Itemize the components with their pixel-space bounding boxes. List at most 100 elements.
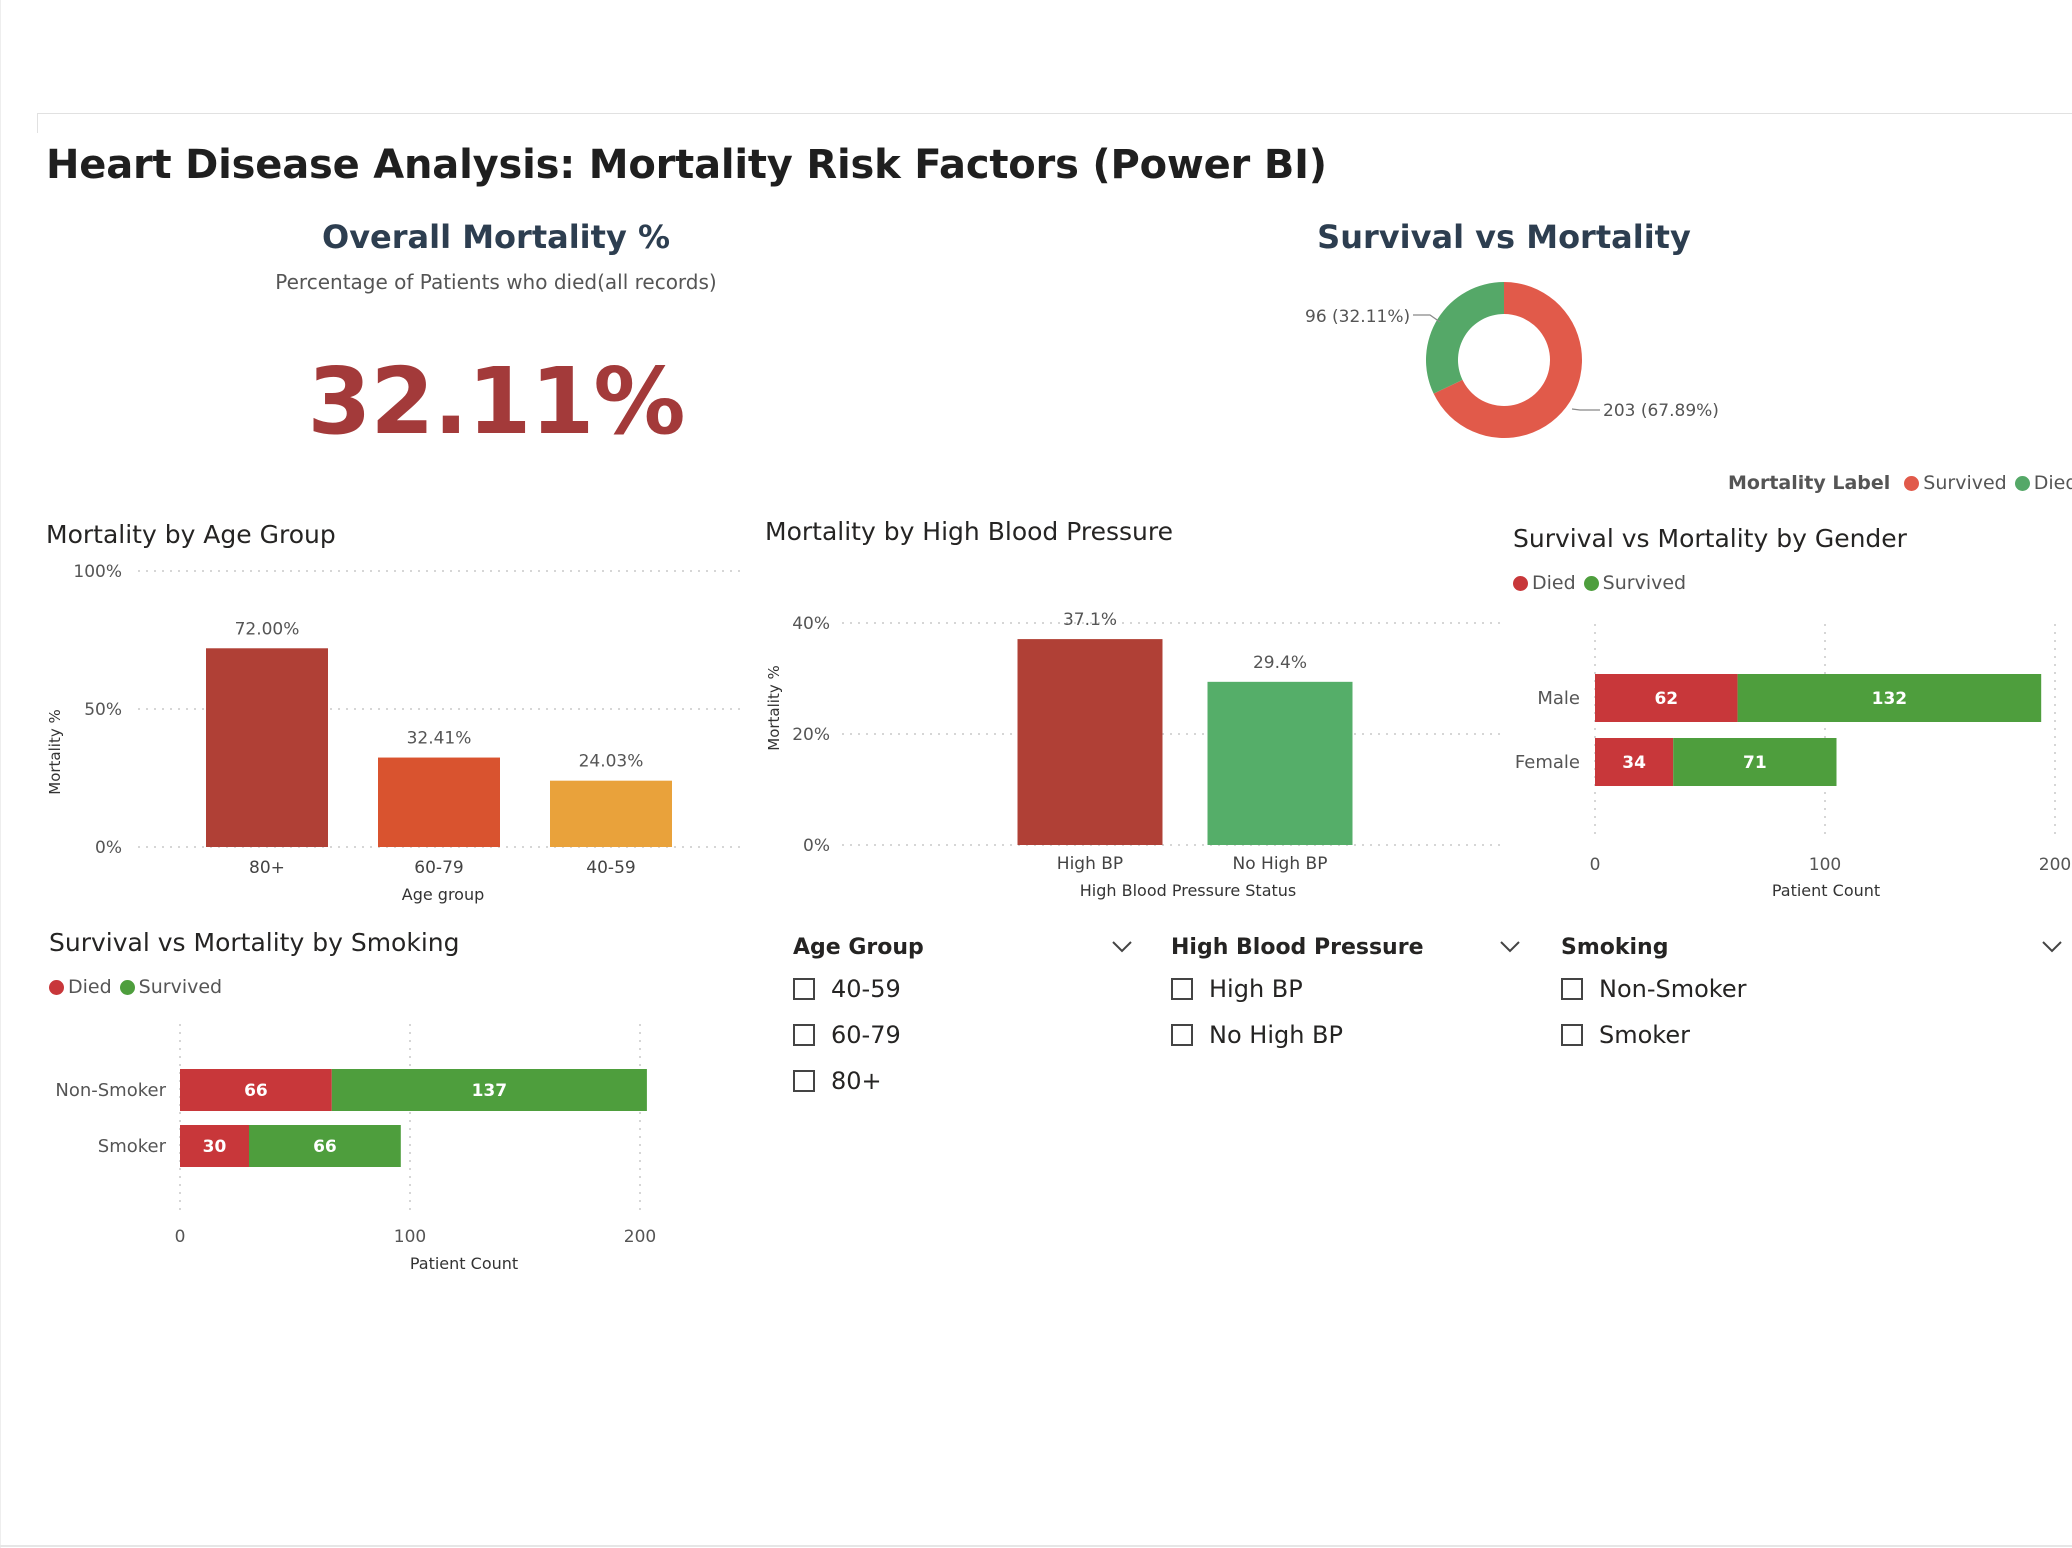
donut-leader-line-died — [1413, 314, 1441, 323]
x-tick-label: High BP — [1057, 854, 1123, 874]
y-category-label: Female — [1515, 752, 1580, 773]
bar-segment[interactable] — [180, 1069, 332, 1111]
bar-segment[interactable] — [1595, 674, 1738, 722]
slicer-option-label: High BP — [1209, 975, 1303, 1003]
bar-segment[interactable] — [331, 1069, 647, 1111]
bar-data-label: 71 — [1743, 753, 1767, 773]
y-category-label: Non-Smoker — [55, 1080, 166, 1101]
slicer-option[interactable]: 60-79 — [793, 1012, 1133, 1058]
donut-label-died: 96 (32.11%) — [1305, 307, 1410, 327]
legend-item-survived[interactable]: Survived — [119, 976, 222, 998]
bp-chart-title: Mortality by High Blood Pressure — [765, 517, 1173, 546]
chevron-down-icon[interactable] — [1499, 940, 1521, 954]
checkbox[interactable] — [1171, 978, 1193, 1000]
donut-leader-line-survived — [1571, 408, 1600, 411]
canvas-border-left — [37, 113, 38, 133]
x-tick-label: 80+ — [249, 858, 285, 878]
bar[interactable] — [206, 648, 328, 847]
slicer-header[interactable]: Age Group — [793, 932, 1133, 962]
y-tick-label: 0% — [803, 836, 830, 856]
bar-segment[interactable] — [1737, 674, 2042, 722]
donut-slice-died[interactable] — [1426, 282, 1504, 394]
y-tick-label: 40% — [792, 614, 830, 634]
bar-data-label: 137 — [472, 1081, 508, 1101]
checkbox[interactable] — [1561, 978, 1583, 1000]
bar-segment[interactable] — [249, 1125, 401, 1167]
smoking-chart[interactable]: Patient Count 0 100 200 Non-Smoker 66 137 Smok… — [40, 1010, 700, 1280]
legend-item-died[interactable]: Died — [49, 976, 112, 998]
legend-label: Died — [2033, 472, 2072, 494]
legend-item-survived[interactable]: Survived — [1583, 572, 1687, 594]
data-label: 72.00% — [235, 619, 300, 639]
age-chart[interactable]: Mortality % Age group 0% 50% 100% 72.00% 80+… — [40, 555, 760, 910]
slicer-age-group: Age Group 40-59 60-79 80+ — [793, 932, 1133, 1104]
data-label: 29.4% — [1253, 653, 1307, 673]
donut-slice-survived[interactable] — [1433, 282, 1582, 438]
chevron-down-icon[interactable] — [2041, 940, 2063, 954]
bar[interactable] — [378, 757, 500, 847]
slicer-title: Age Group — [793, 934, 924, 960]
checkbox[interactable] — [793, 1024, 815, 1046]
data-label: 24.03% — [579, 752, 644, 772]
slicer-option[interactable]: Non-Smoker — [1561, 966, 2063, 1012]
slicer-option[interactable]: High BP — [1171, 966, 1521, 1012]
x-tick-label: 100 — [1809, 855, 1841, 875]
slicer-option-label: Smoker — [1599, 1021, 1690, 1049]
canvas-border-bottom — [0, 1545, 2072, 1547]
legend-item-died[interactable]: Died — [2014, 472, 2072, 494]
bar[interactable] — [1207, 681, 1353, 845]
bar[interactable] — [550, 780, 672, 847]
slicer-option-label: No High BP — [1209, 1021, 1343, 1049]
legend-label: Survived — [1602, 572, 1687, 594]
bp-chart[interactable]: Mortality % High Blood Pressure Status 0… — [760, 590, 1520, 910]
checkbox[interactable] — [1171, 1024, 1193, 1046]
x-tick-label: 200 — [2039, 855, 2071, 875]
slicer-option-label: 60-79 — [831, 1021, 901, 1049]
bar-segment[interactable] — [1673, 738, 1837, 786]
legend-item-died[interactable]: Died — [1513, 572, 1576, 594]
x-tick-label: 0 — [1590, 855, 1601, 875]
legend-dot — [1513, 575, 1528, 591]
y-category-label: Smoker — [98, 1136, 167, 1157]
checkbox[interactable] — [793, 1070, 815, 1092]
slicer-option[interactable]: 40-59 — [793, 966, 1133, 1012]
bar[interactable] — [1017, 639, 1163, 845]
bar-segment[interactable] — [1595, 738, 1674, 786]
smoking-chart-legend: Died Survived — [49, 976, 230, 998]
x-tick-label: 200 — [624, 1227, 656, 1247]
legend-dot — [2014, 475, 2030, 491]
smoking-chart-xlabel: Patient Count — [410, 1254, 518, 1273]
bp-chart-xlabel: High Blood Pressure Status — [1080, 881, 1297, 900]
legend-dot — [49, 979, 64, 995]
age-chart-title: Mortality by Age Group — [46, 520, 336, 549]
checkbox[interactable] — [793, 978, 815, 1000]
canvas-border — [37, 113, 2072, 114]
bar-data-label: 66 — [313, 1137, 337, 1157]
y-tick-label: 100% — [73, 562, 122, 582]
slicer-smoking: Smoking Non-Smoker Smoker — [1561, 932, 2063, 1058]
age-chart-ylabel: Mortality % — [46, 709, 64, 794]
bar-data-label: 66 — [244, 1081, 268, 1101]
legend-label: Survived — [1923, 472, 2007, 494]
gender-chart-xlabel: Patient Count — [1772, 881, 1880, 900]
slicer-option[interactable]: 80+ — [793, 1058, 1133, 1104]
x-tick-label: 0 — [175, 1227, 186, 1247]
bar-data-label: 30 — [203, 1137, 227, 1157]
y-tick-label: 20% — [792, 725, 830, 745]
slicer-option[interactable]: No High BP — [1171, 1012, 1521, 1058]
donut-legend: Mortality Label Survived Died — [1728, 472, 2072, 494]
bar-segment[interactable] — [180, 1125, 249, 1167]
x-tick-label: 100 — [394, 1227, 426, 1247]
donut-label-survived: 203 (67.89%) — [1603, 401, 1719, 421]
chevron-down-icon[interactable] — [1111, 940, 1133, 954]
slicer-header[interactable]: High Blood Pressure — [1171, 932, 1521, 962]
legend-item-survived[interactable]: Survived — [1904, 472, 2007, 494]
checkbox[interactable] — [1561, 1024, 1583, 1046]
slicer-option-label: 80+ — [831, 1067, 882, 1095]
legend-dot — [119, 979, 135, 995]
slicer-high-blood-pressure: High Blood Pressure High BP No High BP — [1171, 932, 1521, 1058]
slicer-header[interactable]: Smoking — [1561, 932, 2063, 962]
gender-chart[interactable]: Patient Count 0 100 200 Male 62 132 Female 34 71 — [1500, 610, 2072, 910]
slicer-option[interactable]: Smoker — [1561, 1012, 2063, 1058]
donut-chart[interactable]: 96 (32.11%) 203 (67.89%) — [1280, 260, 1740, 460]
